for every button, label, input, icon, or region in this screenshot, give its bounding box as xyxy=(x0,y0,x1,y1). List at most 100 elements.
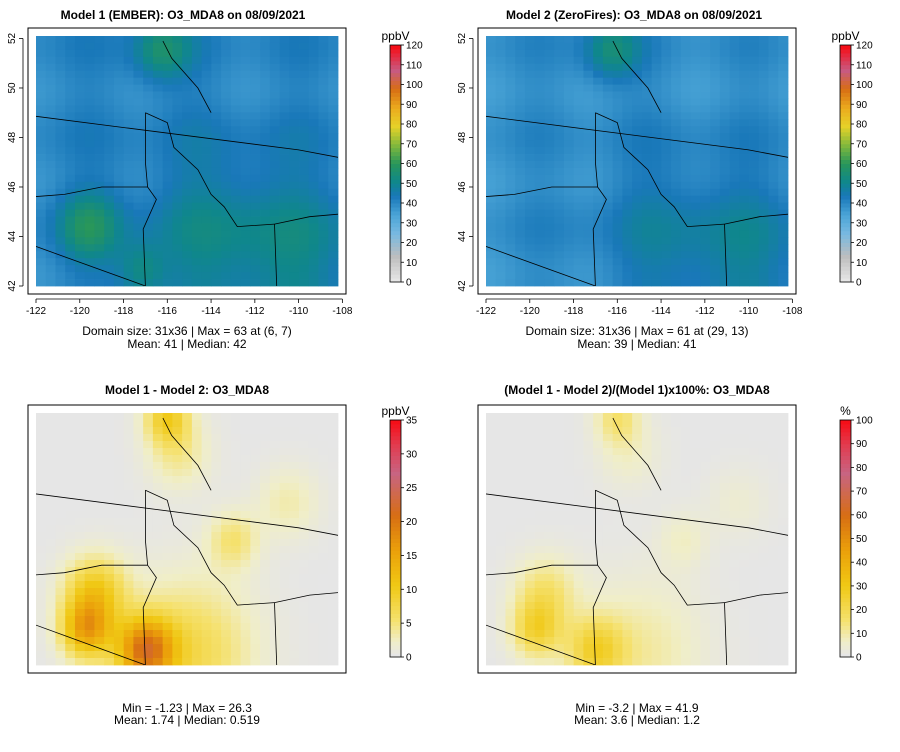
heatmap-cell xyxy=(328,112,339,120)
heatmap-cell xyxy=(729,553,740,561)
heatmap-cell xyxy=(602,181,614,190)
heatmap-cell xyxy=(651,602,662,610)
heatmap-cell xyxy=(749,230,760,238)
border-line xyxy=(595,489,725,606)
heatmap-cell xyxy=(113,420,125,428)
heatmap-cell xyxy=(143,181,154,190)
heatmap-cell xyxy=(690,504,701,512)
heatmap-cell xyxy=(749,462,760,470)
heatmap-cell xyxy=(729,147,740,155)
heatmap-cell xyxy=(113,497,125,505)
heatmap-cell xyxy=(515,237,526,245)
heatmap-cell xyxy=(318,609,329,617)
heatmap-cell xyxy=(632,525,643,533)
heatmap-cell xyxy=(201,147,212,155)
heatmap-cell xyxy=(36,154,47,162)
heatmap-cell xyxy=(719,63,730,72)
heatmap-cell xyxy=(133,413,144,421)
heatmap-cell xyxy=(230,140,241,148)
heatmap-cell xyxy=(602,448,614,456)
heatmap-cell xyxy=(486,209,497,217)
heatmap-cell xyxy=(671,462,682,470)
heatmap-cell xyxy=(739,434,750,442)
heatmap-cell xyxy=(671,525,682,533)
heatmap-cell xyxy=(182,434,193,442)
heatmap-cell xyxy=(710,644,721,652)
heatmap-cell xyxy=(289,616,300,624)
heatmap-cell xyxy=(710,77,721,86)
heatmap-cell xyxy=(45,112,56,120)
heatmap-cell xyxy=(749,567,760,575)
heatmap-cell xyxy=(113,434,125,442)
heatmap-cell xyxy=(778,413,789,421)
heatmap-cell xyxy=(152,497,164,505)
heatmap-cell xyxy=(749,265,760,273)
colorbar-step xyxy=(840,68,851,74)
heatmap-cell xyxy=(505,420,516,428)
heatmap-cell xyxy=(172,174,183,183)
heatmap-cell xyxy=(505,216,516,224)
heatmap-cell xyxy=(505,581,516,589)
heatmap-cell xyxy=(123,36,134,44)
heatmap-cell xyxy=(260,174,271,183)
heatmap-cell xyxy=(84,483,95,491)
heatmap-cell xyxy=(739,167,750,176)
heatmap-cell xyxy=(279,658,290,666)
heatmap-cell xyxy=(573,84,584,92)
heatmap-cell xyxy=(739,630,750,638)
heatmap-cell xyxy=(74,504,86,512)
heatmap-cell xyxy=(152,195,164,204)
heatmap-cell xyxy=(768,595,779,603)
heatmap-cell xyxy=(143,98,154,106)
heatmap-cell xyxy=(729,126,740,134)
heatmap-cell xyxy=(318,441,329,449)
heatmap-cell xyxy=(739,420,750,428)
heatmap-cell xyxy=(133,154,144,162)
heatmap-cell xyxy=(84,602,95,610)
heatmap-cell xyxy=(84,105,95,113)
heatmap-cell xyxy=(133,126,144,134)
heatmap-cell xyxy=(191,483,203,491)
heatmap-cell xyxy=(505,644,516,652)
heatmap-cell xyxy=(729,588,740,596)
heatmap-cell xyxy=(524,623,536,631)
heatmap-cell xyxy=(55,98,66,106)
heatmap-cell xyxy=(152,455,164,463)
heatmap-cell xyxy=(201,630,212,638)
heatmap-cell xyxy=(279,595,290,603)
heatmap-cell xyxy=(524,441,536,449)
heatmap-cell xyxy=(534,84,545,92)
heatmap-cell xyxy=(299,413,310,421)
heatmap-cell xyxy=(172,188,183,197)
heatmap-cell xyxy=(250,126,261,134)
heatmap-cell xyxy=(710,546,721,554)
heatmap-cell xyxy=(250,441,261,449)
heatmap-cell xyxy=(318,84,329,92)
colorbar-step xyxy=(840,566,851,571)
heatmap-cell xyxy=(690,483,701,491)
heatmap-cell xyxy=(240,119,251,127)
heatmap-cell xyxy=(632,567,643,575)
heatmap-cell xyxy=(661,616,672,624)
heatmap-cell xyxy=(74,202,86,211)
heatmap-cell xyxy=(260,195,271,204)
heatmap-cell xyxy=(318,112,329,120)
heatmap-cell xyxy=(308,637,319,645)
heatmap-cell xyxy=(710,511,721,519)
heatmap-cell xyxy=(515,230,526,238)
heatmap-cell xyxy=(279,237,290,245)
colorbar-step xyxy=(840,621,851,626)
heatmap-cell xyxy=(45,483,56,491)
heatmap-cell xyxy=(515,602,526,610)
heatmap-cell xyxy=(563,539,575,547)
heatmap-cell xyxy=(221,202,232,211)
heatmap-cell xyxy=(230,167,241,176)
heatmap-cell xyxy=(505,42,516,51)
heatmap-cell xyxy=(719,630,730,638)
heatmap-cell xyxy=(680,244,691,252)
heatmap-cell xyxy=(690,279,701,287)
heatmap-cell xyxy=(710,147,721,155)
heatmap-cell xyxy=(143,630,154,638)
heatmap-cell xyxy=(94,434,105,442)
colorbar-tick-label: 100 xyxy=(856,80,873,91)
